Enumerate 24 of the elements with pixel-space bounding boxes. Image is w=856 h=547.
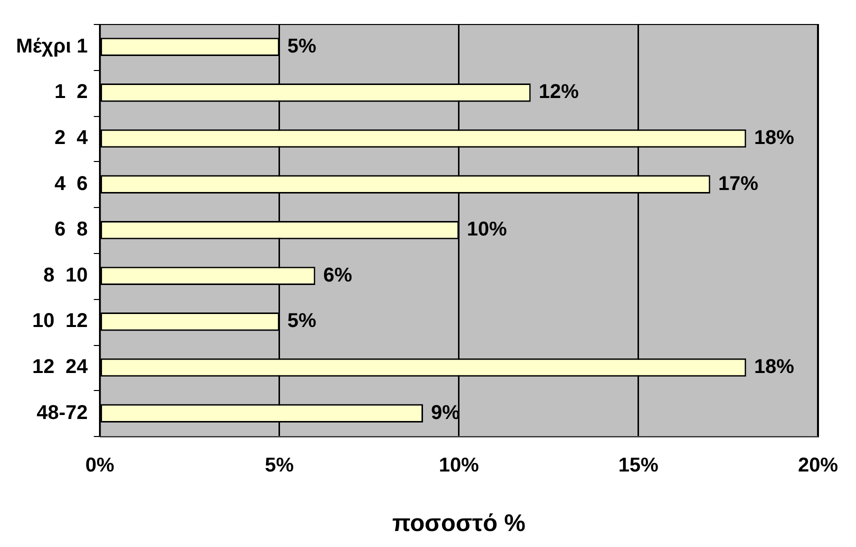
x-axis-title: ποσοστό %	[392, 510, 526, 538]
x-tick-label: 10%	[438, 454, 480, 477]
y-tick-label: 1 2	[54, 81, 88, 104]
data-label: 10%	[466, 218, 508, 241]
y-tick-label: 10 12	[32, 310, 88, 332]
y-tick-label: Μέχρι 1	[16, 35, 88, 58]
data-label: 9%	[430, 402, 460, 424]
data-label: 17%	[718, 172, 759, 195]
x-tick-label: 5%	[264, 454, 294, 477]
y-tick-label: 4 6	[54, 172, 88, 195]
data-label: 12%	[538, 81, 579, 104]
data-label: 5%	[287, 35, 316, 58]
x-tick-label: 20%	[798, 454, 838, 477]
data-label: 18%	[754, 356, 794, 378]
data-label: 5%	[287, 310, 316, 332]
y-tick-label: 48-72	[36, 402, 88, 424]
y-tick-label: 2 4	[54, 127, 89, 150]
y-tick-label: 6 8	[54, 218, 88, 241]
x-tick-label: 0%	[85, 454, 114, 477]
y-tick-label: 12 24	[32, 356, 89, 378]
y-tick-label: 8 10	[43, 264, 88, 286]
data-label: 18%	[754, 127, 794, 150]
data-label: 6%	[323, 264, 352, 286]
x-tick-label: 15%	[618, 454, 659, 477]
